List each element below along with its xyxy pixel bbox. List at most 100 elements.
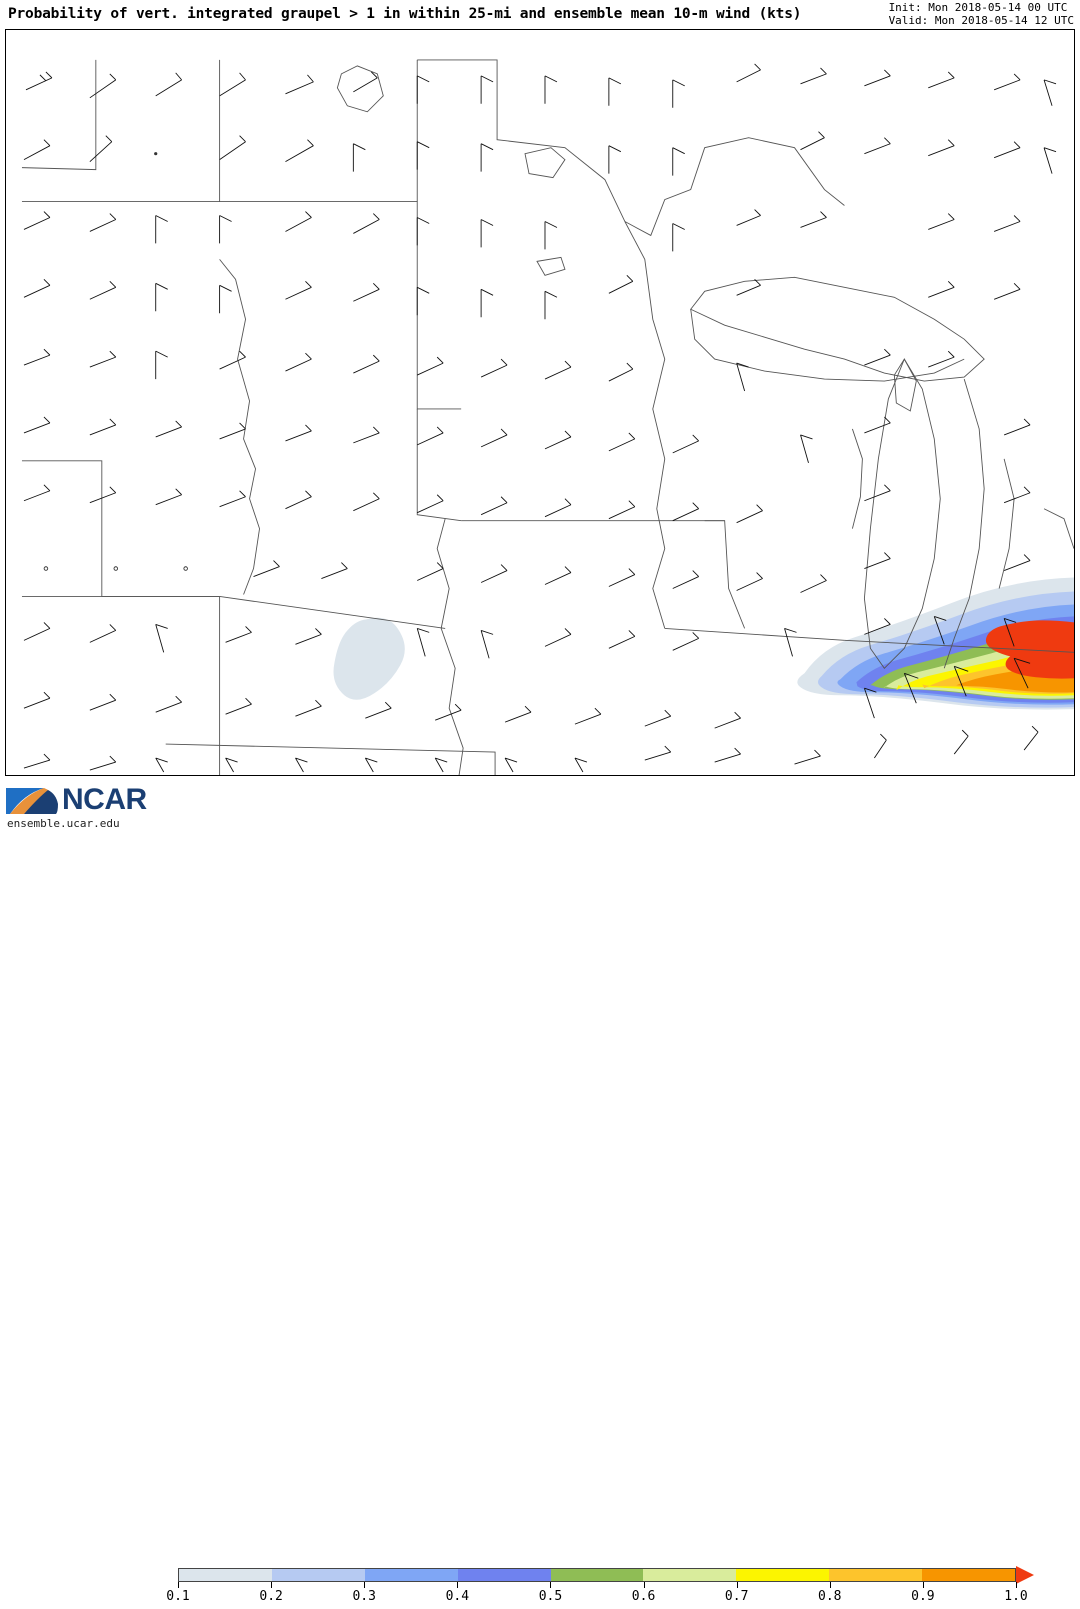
map-canvas[interactable] — [5, 29, 1075, 776]
green-bay-shore — [851, 428, 863, 529]
wind-barb — [864, 552, 891, 569]
wind-barb-field — [23, 63, 1057, 773]
wind-barb — [736, 362, 749, 392]
wind-barb — [863, 687, 877, 719]
wind-barb — [480, 143, 494, 172]
wind-barb — [225, 697, 252, 715]
wind-barb — [672, 434, 700, 454]
colorbar-tick — [550, 1582, 552, 1588]
wind-barb — [23, 753, 51, 769]
border-wi-west — [624, 221, 666, 629]
wind-barb — [89, 350, 117, 368]
wind-barb — [353, 71, 378, 93]
colorbar-segment-0.3 — [364, 1569, 458, 1581]
probability-contours — [333, 577, 1074, 710]
border-wi-south — [664, 627, 845, 641]
wind-barb — [1003, 617, 1017, 647]
colorbar-segment-0.1 — [179, 1569, 272, 1581]
wind-barb — [672, 79, 685, 108]
wind-barb — [928, 350, 955, 368]
wind-barb — [416, 141, 430, 170]
wind-barb — [714, 711, 741, 729]
mille-lacs — [536, 256, 566, 276]
colorbar-tick-label: 0.1 — [166, 1589, 190, 1604]
wind-barb — [794, 749, 821, 765]
wind-barb — [800, 211, 827, 228]
wind-barb — [928, 213, 955, 230]
colorbar-segment-0.8 — [829, 1569, 923, 1581]
lake-michigan — [863, 358, 941, 669]
wind-barb — [928, 71, 955, 89]
colorbar-tick-label: 0.9 — [911, 1589, 935, 1604]
wind-barb — [736, 63, 761, 83]
border-canada — [21, 59, 97, 171]
wind-barb — [89, 281, 117, 300]
wind-barb — [480, 75, 494, 104]
colorbar-tick-label: 1.0 — [1004, 1589, 1028, 1604]
red-lake — [524, 147, 566, 179]
wind-barb — [928, 281, 955, 298]
wind-barb — [353, 213, 380, 234]
wind-barb — [89, 486, 117, 504]
wind-barb — [155, 215, 168, 244]
wind-barb — [644, 745, 672, 761]
wind-barb — [219, 284, 232, 314]
wind-barb — [23, 484, 51, 502]
wind-barb — [23, 211, 51, 230]
ncar-wordmark: NCAR — [62, 783, 147, 816]
border-nd-sd-mn — [219, 59, 418, 202]
wind-barb — [504, 757, 518, 773]
colorbar-segment-0.7 — [736, 1569, 830, 1581]
wind-barb — [155, 488, 182, 506]
wind-barb — [23, 139, 51, 161]
wind-barb — [23, 416, 51, 434]
wind-barb — [23, 348, 51, 366]
mi-upper-peninsula — [690, 309, 965, 382]
wind-barb — [544, 498, 572, 518]
wind-barb — [23, 622, 51, 641]
lake-of-woods — [336, 65, 384, 113]
wind-barb — [993, 73, 1021, 91]
wind-barb — [89, 213, 117, 232]
wind-barb — [672, 223, 685, 252]
wind-barb — [608, 568, 636, 587]
wind-barb — [155, 757, 168, 773]
wind-barb — [953, 729, 969, 755]
wind-barb — [574, 707, 602, 725]
wind-barb — [416, 217, 430, 246]
wind-barb — [89, 73, 117, 99]
calm-wind-marker — [154, 152, 158, 156]
wind-barb — [608, 77, 622, 106]
colorbar-segment-0.4 — [457, 1569, 551, 1581]
wind-barb — [480, 288, 494, 318]
ncar-url: ensemble.ucar.edu — [7, 817, 120, 830]
colorbar[interactable] — [178, 1568, 1016, 1582]
wind-barb — [353, 354, 380, 374]
colorbar-segment-0.9 — [922, 1569, 1016, 1581]
contour-blob-0.1 — [333, 617, 405, 700]
ncar-logo[interactable]: NCAR ensemble.ucar.edu — [4, 784, 174, 832]
wind-barb — [480, 564, 508, 583]
wind-barb — [953, 665, 969, 697]
wind-barb — [864, 416, 891, 434]
wind-barb — [352, 143, 366, 172]
wind-barb — [1023, 725, 1039, 751]
wind-barb — [434, 757, 448, 773]
wind-barb — [933, 615, 947, 645]
wind-barb — [714, 747, 741, 763]
wind-barb — [353, 492, 380, 512]
weather-map-page: Probability of vert. integrated graupel … — [4, 1, 1075, 1604]
wind-barb — [285, 424, 312, 442]
colorbar-tick — [457, 1582, 459, 1588]
colorbar-tick — [1016, 1582, 1017, 1588]
wind-barb — [417, 356, 444, 376]
wind-barb — [864, 69, 891, 87]
wind-barb — [1003, 554, 1031, 571]
wind-barb — [608, 275, 634, 294]
calm-wind-marker — [183, 566, 188, 571]
colorbar-tick-labels: 0.1 0.2 0.3 0.4 0.5 0.6 0.7 0.8 0.9 1.0 — [0, 1589, 1080, 1609]
wind-barb — [736, 572, 763, 591]
lake-michigan-east — [943, 378, 985, 669]
colorbar-tick — [178, 1582, 179, 1588]
colorbar-tick — [922, 1582, 924, 1588]
